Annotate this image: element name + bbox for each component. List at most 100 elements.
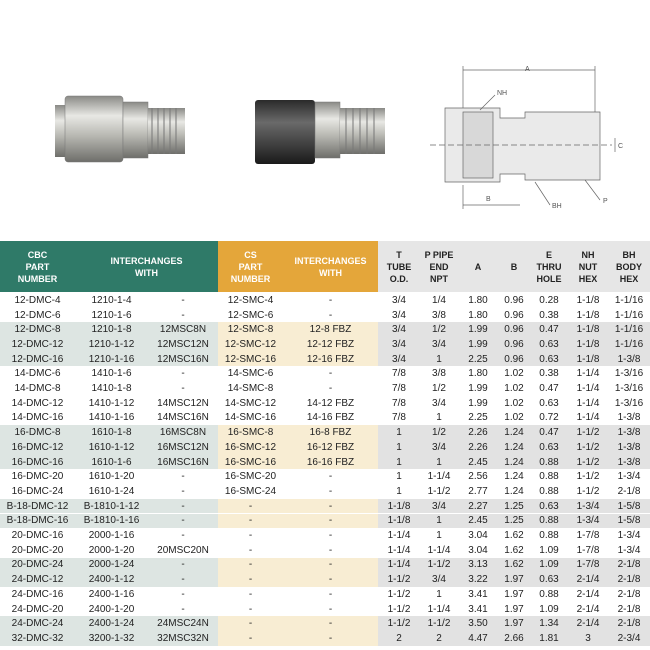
table-cell: 12MSC16N bbox=[148, 351, 218, 367]
table-cell: 14-DMC-8 bbox=[0, 381, 75, 396]
table-cell: 16MSC12N bbox=[148, 440, 218, 455]
table-cell: - bbox=[148, 381, 218, 396]
table-cell: - bbox=[283, 293, 378, 308]
table-cell: 1.99 bbox=[458, 322, 498, 338]
table-cell: - bbox=[218, 557, 283, 573]
table-cell: 2-1/8 bbox=[608, 572, 650, 587]
table-cell: 0.96 bbox=[498, 293, 530, 308]
table-cell: 1-1/16 bbox=[608, 322, 650, 338]
table-cell: 1 bbox=[378, 440, 420, 455]
table-cell: - bbox=[218, 631, 283, 646]
table-cell: 1.02 bbox=[498, 395, 530, 411]
table-cell: 1 bbox=[378, 484, 420, 499]
header-text: INTERCHANGES bbox=[294, 255, 367, 266]
table-cell: 1.99 bbox=[458, 337, 498, 352]
table-cell: 1 bbox=[420, 410, 458, 426]
table-cell: 3.22 bbox=[458, 572, 498, 587]
table-cell: 12MSC8N bbox=[148, 322, 218, 338]
table-cell: - bbox=[148, 528, 218, 543]
table-cell: 1410-1-16 bbox=[75, 410, 148, 426]
table-cell: - bbox=[148, 572, 218, 587]
table-cell: 1210-1-8 bbox=[75, 322, 148, 338]
table-cell: 14MSC12N bbox=[148, 395, 218, 411]
table-cell: 12-SMC-4 bbox=[218, 293, 283, 308]
table-cell: 16-16 FBZ bbox=[283, 454, 378, 470]
header-text: NUMBER bbox=[17, 273, 58, 284]
header-cell: CS PART NUMBER bbox=[218, 241, 283, 292]
table-cell: 0.63 bbox=[530, 498, 568, 514]
table-cell: 16-DMC-20 bbox=[0, 469, 75, 485]
header-text: HEX bbox=[619, 273, 639, 284]
fitting-silver bbox=[55, 95, 185, 163]
table-cell: 0.88 bbox=[530, 469, 568, 485]
table-cell: 3/4 bbox=[378, 337, 420, 352]
table-cell: 1-3/8 bbox=[608, 425, 650, 440]
table-cell: - bbox=[283, 528, 378, 543]
table-cell: 3/4 bbox=[378, 351, 420, 367]
table-cell: - bbox=[283, 498, 378, 514]
table-cell: 1-1/8 bbox=[568, 322, 608, 338]
table-cell: 2.56 bbox=[458, 469, 498, 485]
table-cell: 1-1/2 bbox=[420, 557, 458, 573]
table-cell: - bbox=[283, 307, 378, 323]
table-cell: 1610-1-12 bbox=[75, 440, 148, 455]
fitting-black bbox=[255, 100, 385, 164]
header-text: END bbox=[429, 261, 449, 272]
header-text: O.D. bbox=[389, 273, 409, 284]
header-text: P PIPE bbox=[424, 249, 454, 260]
table-cell: 1-3/8 bbox=[608, 454, 650, 470]
table-cell: 1610-1-20 bbox=[75, 469, 148, 485]
product-images: A NH C BH P B bbox=[55, 66, 623, 210]
table-cell: - bbox=[218, 616, 283, 632]
header-text: WITH bbox=[319, 267, 342, 278]
header-cell: T TUBE O.D. bbox=[378, 241, 420, 292]
table-cell: - bbox=[283, 616, 378, 632]
table-cell: 2.26 bbox=[458, 425, 498, 440]
dimension-diagram bbox=[430, 66, 616, 209]
table-cell: 16-12 FBZ bbox=[283, 440, 378, 455]
table-cell: 1.02 bbox=[498, 366, 530, 382]
header-cell: INTERCHANGES WITH bbox=[75, 241, 218, 292]
table-cell: 1-1/8 bbox=[568, 293, 608, 308]
table-cell: 1-3/16 bbox=[608, 381, 650, 396]
table-cell: 12-SMC-6 bbox=[218, 307, 283, 323]
table-cell: 1.62 bbox=[498, 557, 530, 573]
table-cell: 1.80 bbox=[458, 307, 498, 323]
table-cell: 2-1/8 bbox=[608, 616, 650, 632]
header-text: CBC bbox=[27, 249, 48, 260]
table-cell: 0.47 bbox=[530, 322, 568, 338]
table-cell: 0.96 bbox=[498, 337, 530, 352]
table-cell: 1-1/4 bbox=[568, 366, 608, 382]
table-cell: 1/2 bbox=[420, 322, 458, 338]
table-cell: 32-DMC-32 bbox=[0, 631, 75, 646]
table-cell: 20-DMC-20 bbox=[0, 542, 75, 558]
table-cell: 0.88 bbox=[530, 513, 568, 529]
table-cell: 2-1/4 bbox=[568, 616, 608, 632]
table-cell: 12-DMC-12 bbox=[0, 337, 75, 352]
table-cell: 1.34 bbox=[530, 616, 568, 632]
header-text: NUT bbox=[578, 261, 598, 272]
table-cell: 1-1/16 bbox=[608, 337, 650, 352]
header-cell: B bbox=[498, 241, 530, 292]
table-cell: 14-12 FBZ bbox=[283, 395, 378, 411]
table-cell: 16-DMC-12 bbox=[0, 440, 75, 455]
table-cell: 14-SMC-16 bbox=[218, 410, 283, 426]
table-cell: 2.27 bbox=[458, 498, 498, 514]
table-cell: 2.25 bbox=[458, 351, 498, 367]
table-cell: 24-DMC-24 bbox=[0, 616, 75, 632]
table-cell: 24-DMC-12 bbox=[0, 572, 75, 587]
table-cell: 1.24 bbox=[498, 425, 530, 440]
table-cell: - bbox=[148, 557, 218, 573]
table-cell: 16-DMC-16 bbox=[0, 454, 75, 470]
table-cell: 1.02 bbox=[498, 410, 530, 426]
table-cell: 24MSC24N bbox=[148, 616, 218, 632]
table-cell: 12-8 FBZ bbox=[283, 322, 378, 338]
table-cell: 0.88 bbox=[530, 587, 568, 602]
table-cell: 1210-1-12 bbox=[75, 337, 148, 352]
table-cell: - bbox=[283, 542, 378, 558]
table-cell: 1-3/4 bbox=[568, 513, 608, 529]
table-cell: 12-DMC-16 bbox=[0, 351, 75, 367]
table-cell: 1-1/4 bbox=[420, 601, 458, 617]
header-cell: E THRU HOLE bbox=[530, 241, 568, 292]
table-cell: 7/8 bbox=[378, 410, 420, 426]
